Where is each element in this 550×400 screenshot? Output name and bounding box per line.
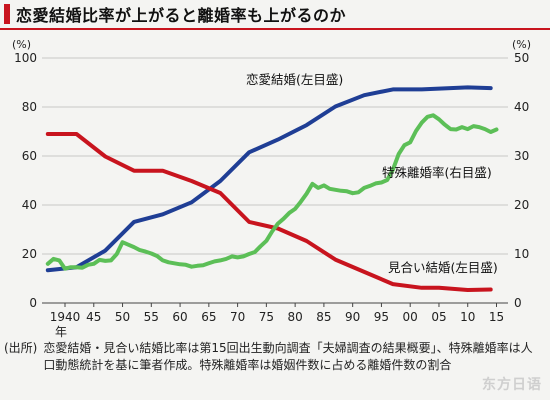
right-axis-tick-label: 0 [514, 296, 522, 310]
left-axis-tick-label: 0 [29, 296, 37, 310]
source-note: (出所) 恋愛結婚・見合い結婚比率は第15回出生動向調査「夫婦調査の結果概要」、… [4, 340, 544, 374]
series-line-1 [45, 85, 493, 273]
left-axis-tick-label: 100 [14, 51, 37, 65]
series-label-2: 見合い結婚(左目盛) [388, 260, 498, 275]
chart-title: 恋愛結婚比率が上がると離婚率も上がるのか [16, 6, 347, 25]
x-tick-label: 10 [460, 310, 475, 324]
source-label: (出所) [4, 341, 38, 355]
x-tick-label: 95 [374, 310, 389, 324]
series-line-3 [45, 113, 499, 271]
right-axis-tick-label: 10 [514, 247, 529, 261]
title-bar: 恋愛結婚比率が上がると離婚率も上がるのか [0, 0, 550, 28]
x-tick-label: 00 [403, 310, 418, 324]
left-axis-tick-label: 60 [22, 149, 37, 163]
x-tick-label: 50 [115, 310, 130, 324]
x-tick-label: 05 [431, 310, 446, 324]
x-tick-label: 90 [345, 310, 360, 324]
x-tick-label: 80 [287, 310, 302, 324]
x-tick-label: 1940 [50, 310, 81, 324]
right-axis-unit: (%) [512, 38, 531, 51]
right-axis-tick-label: 30 [514, 149, 529, 163]
left-axis-tick-label: 80 [22, 100, 37, 114]
x-tick-label: 70 [230, 310, 245, 324]
right-axis-tick-label: 50 [514, 51, 529, 65]
left-axis-tick-label: 40 [22, 198, 37, 212]
series-line-2 [45, 132, 493, 292]
right-axis-tick-label: 20 [514, 198, 529, 212]
title-accent-mark [4, 4, 10, 24]
title-underline [0, 28, 550, 30]
left-axis-tick-label: 20 [22, 247, 37, 261]
x-tick-label: 75 [259, 310, 274, 324]
right-axis-tick-label: 40 [514, 100, 529, 114]
x-tick-label: 45 [86, 310, 101, 324]
x-tick-label: 60 [172, 310, 187, 324]
x-tick-label: 55 [144, 310, 159, 324]
left-axis-unit: (%) [12, 38, 31, 51]
source-text: 恋愛結婚・見合い結婚比率は第15回出生動向調査「夫婦調査の結果概要」、特殊離婚率… [43, 341, 533, 372]
series-label-1: 恋愛結婚(左目盛) [246, 72, 343, 87]
x-unit-label: 年 [55, 325, 67, 339]
x-tick-label: 65 [201, 310, 216, 324]
watermark: 东方日语 [482, 377, 542, 393]
series-label-3: 特殊離婚率(右目盛) [382, 165, 492, 180]
x-tick-label: 85 [316, 310, 331, 324]
x-tick-label: 15 [489, 310, 504, 324]
